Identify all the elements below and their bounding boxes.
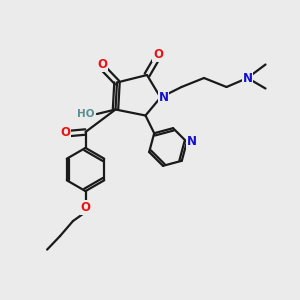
- Text: N: N: [242, 71, 253, 85]
- Text: O: O: [97, 58, 107, 71]
- Text: O: O: [80, 201, 91, 214]
- Text: N: N: [187, 136, 197, 148]
- Text: HO: HO: [77, 109, 94, 119]
- Text: O: O: [153, 48, 163, 62]
- Text: N: N: [158, 91, 169, 104]
- Text: O: O: [60, 125, 70, 139]
